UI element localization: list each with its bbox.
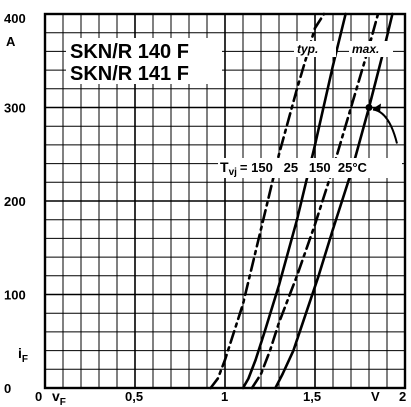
chart-title: SKN/R 140 F xyxy=(70,41,189,63)
tvj-legend: Tvj = 150 25 150 25°C xyxy=(220,159,368,178)
x-axis-subscript: F xyxy=(60,397,66,407)
marker-arrow-head xyxy=(373,103,381,113)
y-tick-label: 200 xyxy=(4,194,26,209)
axis-ticks: 0 100 200 300 400 0 0,5 1 1,5 2 xyxy=(4,11,406,404)
curves-layer xyxy=(209,12,394,390)
series-curve-2 xyxy=(241,12,347,390)
legend-typ-box xyxy=(294,41,336,57)
series-curve-4 xyxy=(274,12,394,390)
tvj-values: = 150 25 150 25 xyxy=(240,160,352,175)
legend-max-label: max. xyxy=(352,42,379,56)
y-unit-label: A xyxy=(6,34,16,49)
y-tick-label: 100 xyxy=(4,288,26,303)
x-axis-label: vF xyxy=(52,388,66,407)
x-axis-symbol: v xyxy=(52,388,60,404)
x-tick-label: 2 xyxy=(399,389,406,404)
tvj-subscript: vj xyxy=(229,167,238,178)
y-tick-label: 0 xyxy=(4,381,11,396)
reference-marker xyxy=(365,103,398,144)
y-axis-subscript: F xyxy=(22,354,28,365)
chart-subtitle: SKN/R 141 F xyxy=(70,63,189,85)
marker-point xyxy=(365,104,373,111)
x-unit-label: V xyxy=(371,389,380,404)
y-axis-label: iF xyxy=(18,345,28,365)
tvj-unit: °C xyxy=(352,160,367,175)
marker-arrow-line xyxy=(372,108,398,144)
x-tick-label: 1 xyxy=(221,389,228,404)
plot-frame xyxy=(43,12,407,390)
x-tick-label: 1,5 xyxy=(303,389,321,404)
legend-typ-label: typ. xyxy=(297,42,318,56)
y-tick-label: 300 xyxy=(4,101,26,116)
title-box xyxy=(66,38,222,84)
legend-max-box xyxy=(349,41,393,57)
x-tick-label: 0,5 xyxy=(125,389,143,404)
series-curve-3 xyxy=(250,12,380,390)
y-axis-symbol: i xyxy=(18,345,22,361)
tvj-symbol: T xyxy=(220,159,229,175)
x-tick-label: 0 xyxy=(35,389,42,404)
series-curve-1 xyxy=(209,12,326,390)
y-tick-label: 400 xyxy=(4,11,26,26)
tvj-legend-box xyxy=(218,158,402,178)
